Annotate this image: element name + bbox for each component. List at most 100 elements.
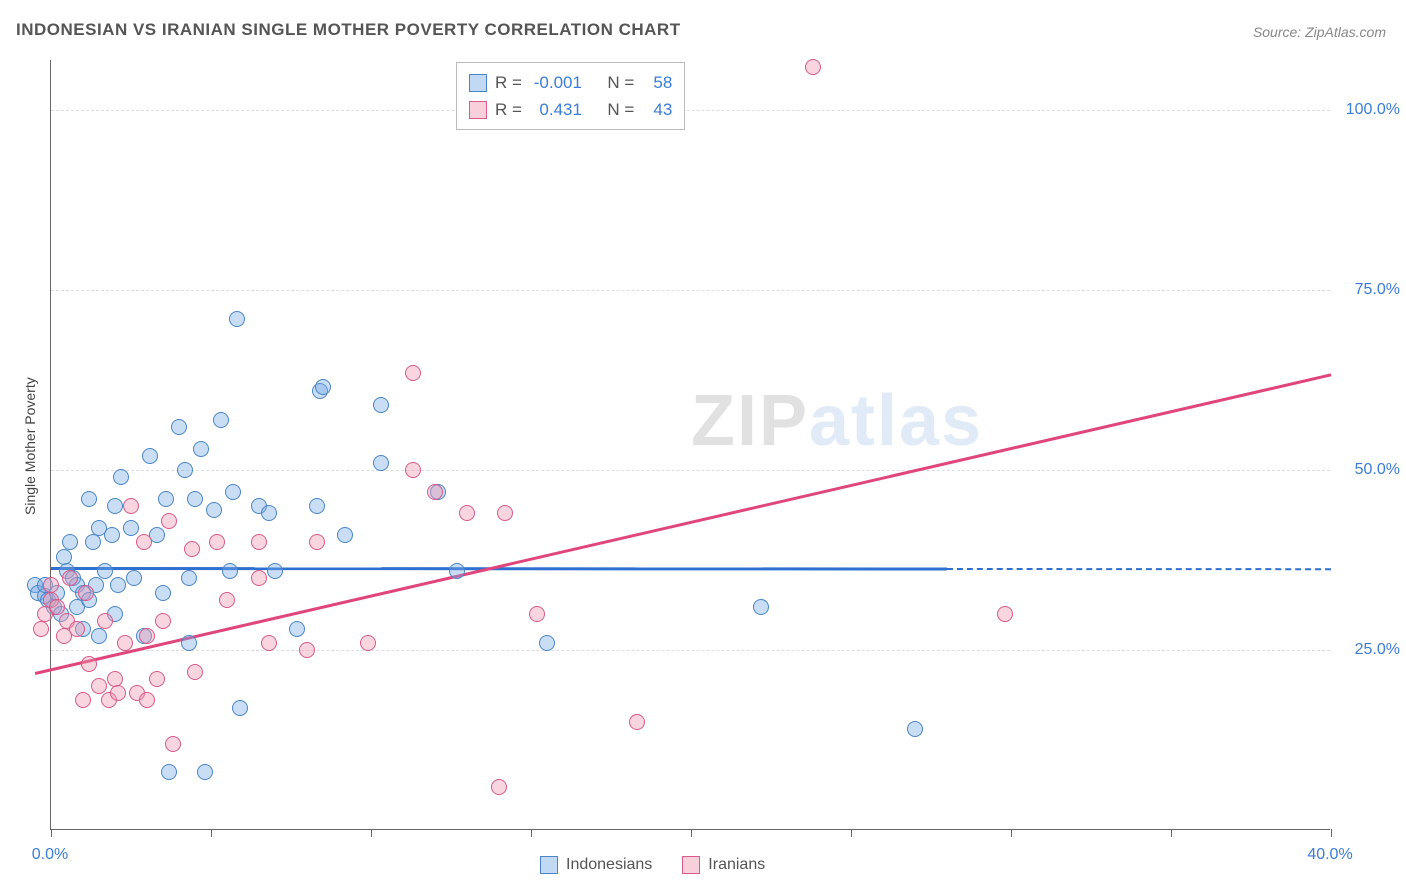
scatter-point <box>219 592 235 608</box>
scatter-point <box>158 491 174 507</box>
x-tick <box>211 829 212 837</box>
n-value: 43 <box>642 96 672 123</box>
scatter-point <box>232 700 248 716</box>
scatter-point <box>539 635 555 651</box>
scatter-point <box>197 764 213 780</box>
legend-item: Iranians <box>682 856 765 874</box>
scatter-point <box>251 534 267 550</box>
scatter-point <box>177 462 193 478</box>
scatter-point <box>373 455 389 471</box>
scatter-point <box>62 534 78 550</box>
y-axis-label: Single Mother Poverty <box>22 377 38 515</box>
scatter-point <box>261 505 277 521</box>
legend-swatch <box>469 101 487 119</box>
x-tick <box>1171 829 1172 837</box>
scatter-point <box>165 736 181 752</box>
scatter-point <box>85 534 101 550</box>
scatter-point <box>497 505 513 521</box>
scatter-point <box>117 635 133 651</box>
legend-label: Iranians <box>708 856 765 874</box>
scatter-point <box>33 621 49 637</box>
scatter-point <box>149 671 165 687</box>
scatter-point <box>104 527 120 543</box>
scatter-point <box>373 397 389 413</box>
legend-label: Indonesians <box>566 856 652 874</box>
scatter-point <box>62 570 78 586</box>
n-label: N = <box>607 96 634 123</box>
scatter-point <box>126 570 142 586</box>
scatter-point <box>171 419 187 435</box>
x-tick-label: 0.0% <box>32 846 68 864</box>
scatter-point <box>805 59 821 75</box>
x-tick <box>1011 829 1012 837</box>
scatter-point <box>155 585 171 601</box>
n-value: 58 <box>642 69 672 96</box>
scatter-point <box>193 441 209 457</box>
scatter-point <box>107 671 123 687</box>
scatter-point <box>491 779 507 795</box>
gridline <box>51 290 1330 291</box>
r-label: R = <box>495 69 522 96</box>
legend-item: Indonesians <box>540 856 652 874</box>
scatter-point <box>309 498 325 514</box>
gridline <box>51 470 1330 471</box>
scatter-point <box>289 621 305 637</box>
scatter-point <box>110 577 126 593</box>
scatter-point <box>309 534 325 550</box>
scatter-point <box>427 484 443 500</box>
gridline <box>51 650 1330 651</box>
scatter-point <box>123 520 139 536</box>
x-tick <box>531 829 532 837</box>
scatter-point <box>97 563 113 579</box>
scatter-point <box>315 379 331 395</box>
x-tick <box>1331 829 1332 837</box>
legend-swatch <box>540 856 558 874</box>
scatter-point <box>360 635 376 651</box>
scatter-point <box>113 469 129 485</box>
scatter-point <box>459 505 475 521</box>
y-tick-label: 75.0% <box>1340 281 1400 299</box>
scatter-point <box>75 692 91 708</box>
legend-swatch <box>469 74 487 92</box>
scatter-point <box>56 549 72 565</box>
scatter-point <box>209 534 225 550</box>
legend-bottom: Indonesians Iranians <box>540 856 765 874</box>
scatter-point <box>405 462 421 478</box>
scatter-point <box>337 527 353 543</box>
scatter-point <box>184 541 200 557</box>
correlation-row: R =-0.001 N =58 <box>469 69 672 96</box>
scatter-point <box>91 678 107 694</box>
x-tick <box>371 829 372 837</box>
scatter-point <box>261 635 277 651</box>
legend-swatch <box>682 856 700 874</box>
watermark: ZIPatlas <box>691 380 983 462</box>
scatter-point <box>997 606 1013 622</box>
scatter-point <box>123 498 139 514</box>
trend-line <box>35 373 1332 674</box>
chart-title: INDONESIAN VS IRANIAN SINGLE MOTHER POVE… <box>16 20 681 40</box>
scatter-point <box>213 412 229 428</box>
scatter-point <box>907 721 923 737</box>
scatter-point <box>136 534 152 550</box>
scatter-point <box>142 448 158 464</box>
plot-area: ZIPatlas 25.0%50.0%75.0%100.0%R =-0.001 … <box>50 60 1330 830</box>
scatter-point <box>529 606 545 622</box>
scatter-point <box>299 642 315 658</box>
x-tick-label: 40.0% <box>1307 846 1352 864</box>
x-tick <box>691 829 692 837</box>
scatter-point <box>43 577 59 593</box>
scatter-point <box>97 613 113 629</box>
scatter-point <box>81 656 97 672</box>
scatter-point <box>78 585 94 601</box>
scatter-point <box>69 621 85 637</box>
watermark-zip: ZIP <box>691 381 809 461</box>
scatter-point <box>181 570 197 586</box>
trend-line-dashed <box>947 568 1331 570</box>
scatter-point <box>206 502 222 518</box>
y-tick-label: 100.0% <box>1340 101 1400 119</box>
scatter-point <box>629 714 645 730</box>
y-tick-label: 25.0% <box>1340 641 1400 659</box>
scatter-point <box>753 599 769 615</box>
scatter-point <box>161 513 177 529</box>
scatter-point <box>187 491 203 507</box>
